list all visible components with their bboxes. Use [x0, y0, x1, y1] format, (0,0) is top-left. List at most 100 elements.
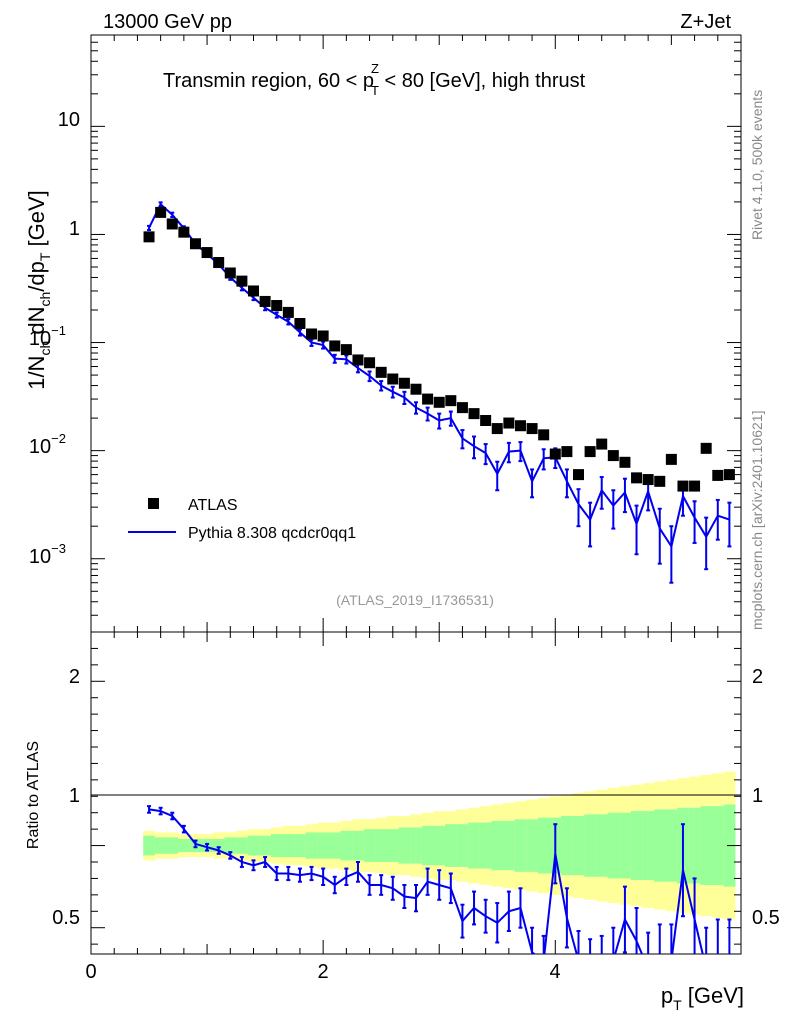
- atlas-data-point: [538, 429, 550, 441]
- ratio-band-inner: [340, 830, 353, 861]
- atlas-data-point: [514, 420, 526, 432]
- ratio-band-inner: [665, 809, 678, 882]
- atlas-data-point: [631, 472, 643, 484]
- ratio-band-inner: [317, 832, 330, 859]
- ratio-band-inner: [236, 837, 248, 854]
- atlas-data-point: [340, 344, 352, 356]
- atlas-data-point: [689, 480, 701, 492]
- y-tick-labels-ratio: 2 1 0.5 2 1 0.5: [52, 666, 780, 929]
- ratio-band-inner: [445, 824, 457, 867]
- atlas-data-point: [573, 469, 584, 481]
- ratio-band-inner: [572, 816, 585, 876]
- ratio-band-inner: [143, 835, 156, 856]
- ratio-band-inner: [479, 822, 492, 869]
- ratio-band-inner: [688, 807, 701, 884]
- atlas-data-point: [677, 480, 689, 492]
- atlas-series-main: [143, 206, 735, 492]
- x-tick-label: 2: [317, 961, 328, 983]
- y-tick-label: 1: [69, 218, 80, 240]
- ratio-band-inner: [607, 812, 620, 879]
- atlas-data-point: [607, 450, 619, 462]
- ratio-band-inner: [468, 822, 481, 869]
- atlas-data-point: [491, 423, 503, 435]
- process-label: Z+Jet: [680, 11, 731, 33]
- ratio-band-inner: [433, 825, 446, 866]
- ratio-band-inner: [305, 832, 318, 859]
- ratio-band-inner: [456, 824, 469, 867]
- energy-label: 13000 GeV pp: [103, 11, 232, 33]
- ratio-band-inner: [178, 839, 190, 853]
- y-tick-label: 10−1: [29, 323, 66, 350]
- ratio-band-inner: [224, 837, 237, 854]
- atlas-data-point: [282, 306, 294, 318]
- ratio-band-inner: [328, 832, 341, 859]
- ratio-band-inner: [410, 827, 423, 864]
- atlas-data-point: [236, 275, 248, 287]
- ratio-uncertainty-bands: [143, 771, 736, 920]
- atlas-data-point: [375, 366, 387, 378]
- ratio-band-inner: [154, 837, 167, 854]
- atlas-data-point: [561, 446, 573, 458]
- atlas-data-point: [271, 300, 283, 312]
- ratio-band-inner: [421, 825, 434, 866]
- analysis-id: (ATLAS_2019_I1736531): [336, 592, 494, 608]
- ratio-band-inner: [619, 812, 632, 879]
- legend: ATLAS Pythia 8.308 qcdcr0qq1: [128, 497, 356, 542]
- x-tick-label: 0: [85, 961, 96, 983]
- atlas-data-point: [248, 285, 259, 297]
- plot-title-suffix: < 80 [GeV], high thrust: [379, 70, 586, 92]
- y-axis-label-text: 1/Nch dNch/dpT [GeV]: [24, 190, 53, 390]
- ratio-band-inner: [247, 835, 260, 856]
- atlas-data-point: [596, 438, 608, 450]
- ratio-band-inner: [352, 830, 365, 861]
- atlas-data-point: [306, 328, 318, 340]
- atlas-data-point: [294, 318, 306, 330]
- atlas-data-point: [468, 408, 480, 420]
- atlas-data-point: [398, 377, 410, 389]
- atlas-data-point: [422, 393, 434, 405]
- atlas-data-point: [700, 442, 712, 454]
- ratio-band-inner: [503, 820, 515, 871]
- atlas-data-point: [665, 453, 677, 465]
- plot-title: Transmin region, 60 < pZ T < 80 [GeV], hi…: [163, 61, 586, 98]
- plot-title-sub: T: [371, 83, 379, 98]
- atlas-data-point: [224, 267, 236, 279]
- atlas-data-point: [480, 415, 492, 427]
- ratio-band-inner: [398, 827, 411, 864]
- y-tick-label: 10−2: [29, 431, 66, 458]
- atlas-data-point: [526, 423, 538, 435]
- ratio-band-inner: [294, 834, 307, 858]
- x-tick-label: 4: [549, 961, 560, 983]
- atlas-data-point: [654, 475, 666, 487]
- atlas-data-point: [387, 373, 399, 385]
- mcplots-label: mcplots.cern.ch [arXiv:2401.10621]: [749, 411, 765, 630]
- atlas-data-point: [712, 469, 724, 481]
- y-tick-label: 10−3: [29, 541, 66, 568]
- ratio-band-inner: [711, 806, 724, 885]
- atlas-data-point: [155, 206, 167, 218]
- ratio-band-inner: [514, 819, 527, 872]
- ratio-tick-label: 2: [69, 666, 80, 688]
- atlas-data-point: [723, 469, 735, 481]
- ratio-band-inner: [375, 829, 388, 862]
- plot-title-prefix: Transmin region, 60 < p: [163, 70, 374, 92]
- legend-atlas-marker: [148, 498, 159, 509]
- x-axis-label: pT [GeV]: [661, 983, 744, 1013]
- atlas-data-point: [642, 474, 654, 486]
- atlas-data-point: [201, 247, 213, 259]
- atlas-data-point: [329, 340, 341, 352]
- ratio-tick-label-right: 1: [752, 785, 763, 807]
- ratio-band-inner: [595, 814, 608, 877]
- atlas-data-point: [456, 402, 468, 414]
- ratio-band-inner: [259, 835, 272, 856]
- atlas-data-point: [619, 456, 631, 468]
- ratio-band-inner: [561, 816, 573, 876]
- mc-line: [148, 202, 730, 549]
- atlas-data-point: [364, 357, 376, 369]
- y-tick-labels-main: 10 1 10−1 10−2 10−3: [29, 109, 80, 568]
- atlas-data-point: [410, 383, 422, 395]
- ratio-band-inner: [642, 811, 655, 881]
- x-tick-labels: 0 2 4: [85, 961, 560, 983]
- atlas-data-point: [445, 395, 457, 407]
- atlas-data-point: [259, 295, 271, 307]
